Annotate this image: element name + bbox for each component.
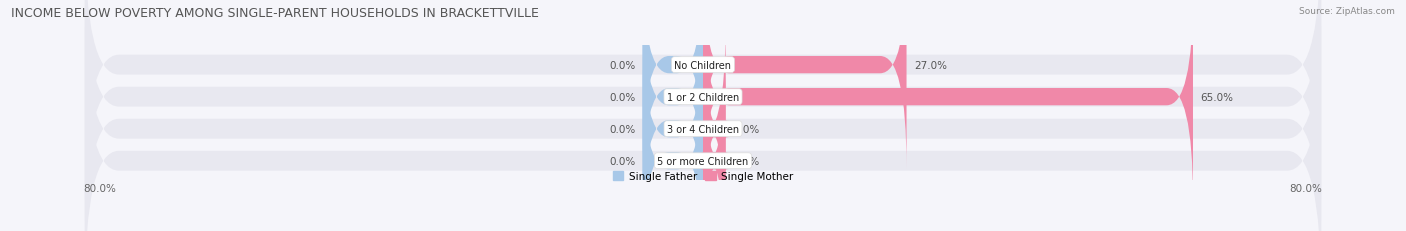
FancyBboxPatch shape [643, 58, 703, 231]
Text: Source: ZipAtlas.com: Source: ZipAtlas.com [1299, 7, 1395, 16]
Text: 1 or 2 Children: 1 or 2 Children [666, 92, 740, 102]
Text: 0.0%: 0.0% [609, 156, 636, 166]
FancyBboxPatch shape [643, 0, 703, 200]
FancyBboxPatch shape [84, 0, 1322, 231]
FancyBboxPatch shape [643, 26, 703, 231]
FancyBboxPatch shape [699, 26, 730, 231]
Text: 0.0%: 0.0% [609, 124, 636, 134]
Text: No Children: No Children [675, 60, 731, 70]
Text: INCOME BELOW POVERTY AMONG SINGLE-PARENT HOUSEHOLDS IN BRACKETTVILLE: INCOME BELOW POVERTY AMONG SINGLE-PARENT… [11, 7, 538, 20]
FancyBboxPatch shape [703, 0, 1192, 200]
FancyBboxPatch shape [84, 27, 1322, 231]
Text: 0.0%: 0.0% [733, 124, 759, 134]
FancyBboxPatch shape [84, 0, 1322, 199]
Text: 65.0%: 65.0% [1201, 92, 1233, 102]
FancyBboxPatch shape [643, 0, 703, 168]
Legend: Single Father, Single Mother: Single Father, Single Mother [609, 167, 797, 186]
Text: 27.0%: 27.0% [914, 60, 948, 70]
Text: 3 or 4 Children: 3 or 4 Children [666, 124, 740, 134]
FancyBboxPatch shape [699, 58, 730, 231]
Text: 0.0%: 0.0% [609, 60, 636, 70]
FancyBboxPatch shape [84, 0, 1322, 231]
Text: 0.0%: 0.0% [609, 92, 636, 102]
Text: 0.0%: 0.0% [733, 156, 759, 166]
Text: 5 or more Children: 5 or more Children [658, 156, 748, 166]
FancyBboxPatch shape [703, 0, 907, 168]
